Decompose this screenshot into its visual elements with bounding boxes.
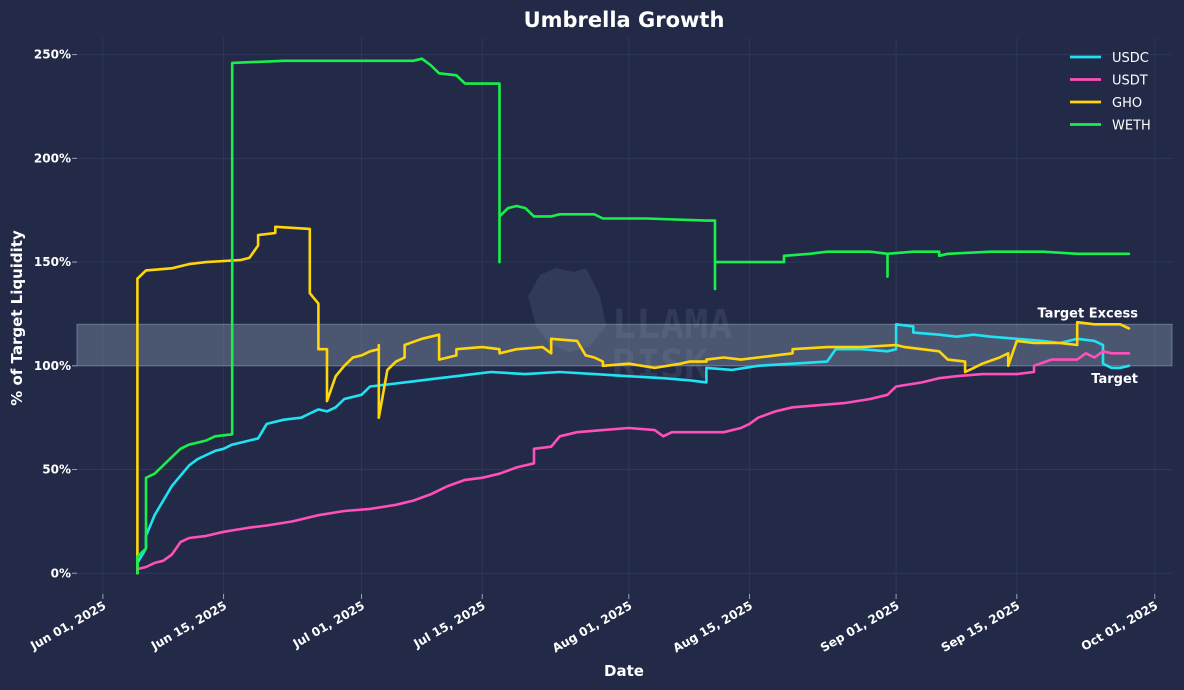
target-excess-label: Target Excess [1037,306,1138,321]
chart-title: Umbrella Growth [524,8,725,32]
x-axis-title: Date [604,662,644,680]
y-tick-label-4: 200% [34,151,71,165]
y-tick-label-0: 0% [51,566,71,580]
target-band: Target Excess Target [76,306,1173,387]
series-line-usdt [136,349,1131,571]
legend-label-usdc: USDC [1112,51,1149,66]
legend: USDC USDT GHO WETH [1070,51,1151,134]
series-group [136,57,1131,575]
y-tick-label-5: 250% [34,48,71,62]
series-line-gho [136,225,1131,575]
legend-label-weth: WETH [1112,119,1151,134]
y-axis-title: % of Target Liquidity [8,230,26,406]
series-line-weth [136,57,1131,575]
watermark-logo-text: LLAMA [612,302,732,348]
target-band-rect [76,323,1173,367]
y-tick-label-2: 100% [34,359,71,373]
target-label: Target [1091,372,1138,387]
y-tick-label-1: 50% [42,463,71,477]
series-line-usdc [136,322,1131,575]
y-tick-label-3: 150% [34,255,71,269]
legend-label-usdt: USDT [1112,74,1148,89]
legend-label-gho: GHO [1112,96,1142,111]
llama-risk-watermark: LLAMA RISK [528,268,732,388]
